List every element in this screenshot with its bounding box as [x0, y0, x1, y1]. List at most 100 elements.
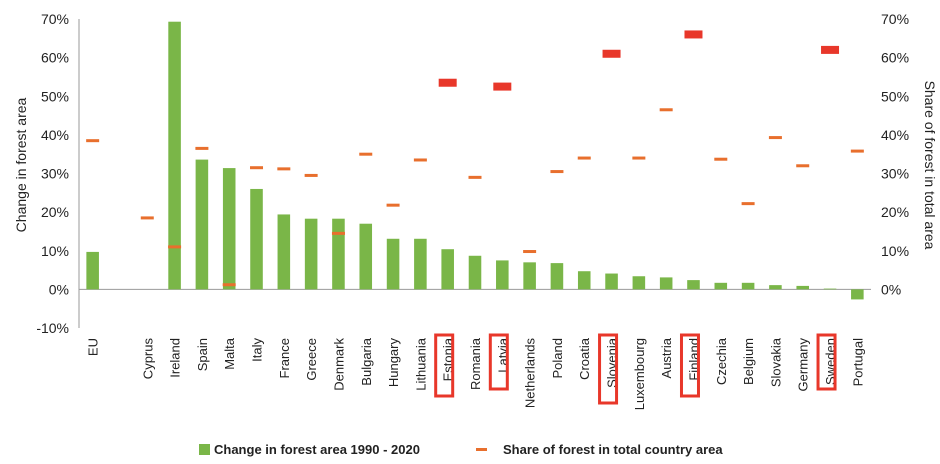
marker-hungary: [386, 203, 400, 207]
category-label: Denmark: [331, 338, 346, 391]
highlight-box: [598, 333, 619, 405]
bar-czechia: [714, 282, 728, 290]
category-label: Greece: [304, 338, 319, 381]
category-finland: Finland: [679, 333, 701, 398]
bar-lithuania: [414, 238, 427, 290]
y-tick-label: 40%: [41, 127, 69, 143]
bar-romania: [468, 255, 482, 290]
category-label: Netherlands: [523, 338, 538, 409]
marker-poland: [550, 170, 564, 174]
category-label: Austria: [659, 337, 674, 378]
bar-bulgaria: [359, 223, 373, 290]
marker-netherlands: [523, 250, 537, 254]
legend-bar-swatch: [199, 444, 210, 455]
y-tick-label: 20%: [41, 204, 69, 220]
legend-marker-swatch: [476, 448, 487, 451]
category-belgium: Belgium: [741, 338, 756, 385]
plot-area: [79, 21, 871, 300]
category-croatia: Croatia: [577, 337, 592, 380]
bar-denmark: [332, 218, 345, 290]
marker-estonia: [438, 78, 457, 87]
bar-netherlands: [523, 262, 536, 290]
marker-bulgaria: [359, 152, 373, 156]
bar-estonia: [441, 249, 454, 290]
category-cyprus: Cyprus: [140, 338, 155, 380]
bar-spain: [195, 159, 209, 290]
category-romania: Romania: [468, 337, 483, 390]
marker-malta: [222, 283, 236, 287]
category-label: Poland: [550, 338, 565, 378]
category-luxembourg: Luxembourg: [632, 338, 647, 410]
category-label: Romania: [468, 337, 483, 390]
category-latvia: Latvia: [488, 333, 510, 391]
category-lithuania: Lithuania: [413, 337, 428, 391]
y2-tick-label: 20%: [881, 204, 909, 220]
marker-greece: [304, 173, 318, 177]
y-tick-label: 50%: [41, 88, 69, 104]
category-sweden: Sweden: [816, 333, 838, 391]
bar-poland: [550, 263, 564, 290]
bar-croatia: [577, 271, 591, 290]
bar-slovakia: [769, 285, 782, 290]
y2-tick-label: 40%: [881, 127, 909, 143]
y2-tick-label: 60%: [881, 50, 909, 66]
bar-france: [277, 214, 291, 290]
category-poland: Poland: [550, 338, 565, 378]
highlight-box: [816, 333, 837, 391]
marker-slovenia: [602, 49, 621, 58]
bar-portugal: [851, 289, 864, 300]
marker-spain: [195, 146, 209, 150]
y-tick-label: -10%: [36, 320, 69, 336]
category-bulgaria: Bulgaria: [359, 337, 374, 385]
marker-ireland: [168, 245, 182, 249]
y2-tick-label: 30%: [881, 166, 909, 182]
category-czechia: Czechia: [714, 337, 729, 385]
marker-lithuania: [413, 158, 427, 162]
bar-eu: [86, 251, 99, 290]
category-germany: Germany: [796, 338, 811, 392]
category-malta: Malta: [222, 337, 237, 370]
y2-tick-label: 10%: [881, 243, 909, 259]
bar-luxembourg: [632, 276, 646, 290]
category-spain: Spain: [195, 338, 210, 371]
category-hungary: Hungary: [386, 338, 401, 388]
bar-slovenia: [605, 273, 618, 290]
left-axis: -10% 0% 10% 20% 30% 40% 50% 60% 70%: [36, 11, 80, 336]
bar-malta: [222, 168, 236, 290]
category-label: Ireland: [168, 338, 183, 378]
bar-finland: [687, 280, 700, 290]
bar-sweden: [823, 288, 837, 290]
category-denmark: Denmark: [331, 338, 346, 391]
category-ireland: Ireland: [168, 338, 183, 378]
category-label: Czechia: [714, 337, 729, 385]
marker-portugal: [850, 149, 864, 153]
bar-germany: [796, 285, 810, 290]
marker-latvia: [493, 82, 512, 91]
marker-cyprus: [140, 216, 154, 220]
category-greece: Greece: [304, 338, 319, 381]
category-label: Bulgaria: [359, 337, 374, 385]
marker-sweden: [821, 45, 840, 54]
bar-greece: [304, 218, 318, 290]
y2-axis-title: Share of forest in total area: [922, 81, 938, 250]
marker-denmark: [331, 231, 345, 235]
marker-france: [277, 167, 291, 171]
marker-germany: [796, 164, 810, 168]
category-austria: Austria: [659, 337, 674, 378]
category-estonia: Estonia: [434, 333, 456, 398]
category-label: Lithuania: [413, 337, 428, 391]
y-tick-label: 0%: [49, 281, 69, 297]
marker-luxembourg: [632, 156, 646, 160]
category-slovenia: Slovenia: [598, 333, 620, 405]
marker-austria: [659, 108, 673, 112]
y2-tick-label: 70%: [881, 11, 909, 27]
category-netherlands: Netherlands: [523, 338, 538, 409]
category-label: Italy: [250, 338, 265, 362]
category-italy: Italy: [250, 338, 265, 362]
bar-belgium: [741, 282, 755, 290]
right-axis: 0% 10% 20% 30% 40% 50% 60% 70%: [881, 11, 909, 297]
marker-slovakia: [768, 136, 782, 140]
y-tick-label: 10%: [41, 243, 69, 259]
y-tick-label: 30%: [41, 166, 69, 182]
